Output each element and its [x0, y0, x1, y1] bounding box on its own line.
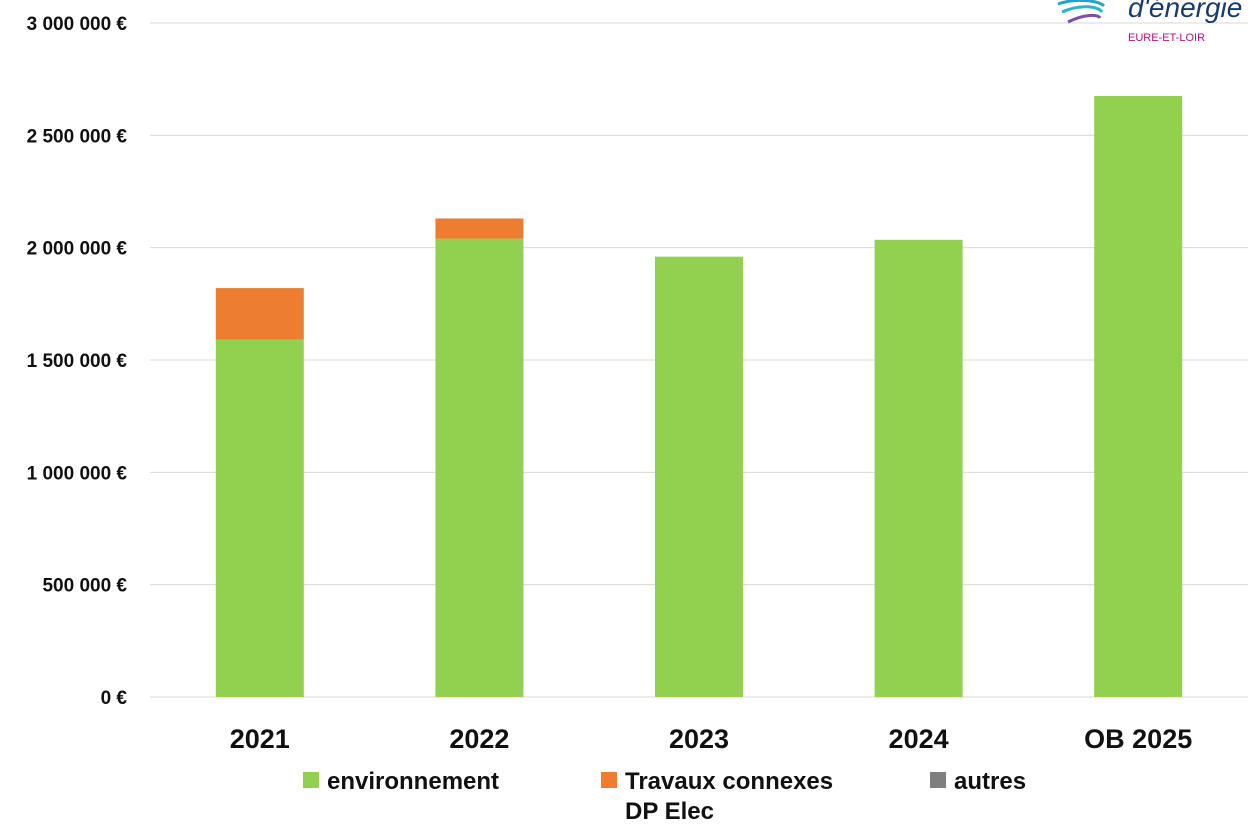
bar-segment-environnement-2024	[874, 239, 963, 697]
y-tick-label: 3 000 000 €	[27, 14, 128, 35]
bar-segment-travaux-connexes-dp-elec-2021	[215, 288, 304, 340]
bar-segment-travaux-connexes-dp-elec-2022	[435, 218, 524, 239]
legend-label-1: environnement	[327, 768, 499, 795]
logo-swoosh-icon	[1057, 0, 1106, 24]
legend-swatch-2	[601, 772, 617, 788]
x-category-label: 2022	[449, 724, 509, 754]
legend-swatch-3	[930, 772, 946, 788]
brand-text: d'énergie	[1128, 0, 1242, 23]
y-tick-label: 500 000 €	[42, 576, 127, 597]
y-tick-label: 2 000 000 €	[27, 239, 128, 260]
bar-segment-environnement-2023	[655, 256, 743, 697]
y-tick-label: 1 000 000 €	[27, 463, 128, 484]
y-tick-label: 0 €	[101, 688, 128, 709]
bars	[215, 96, 1183, 698]
y-tick-label: 2 500 000 €	[27, 126, 128, 147]
bar-segment-environnement-ob-2025	[1094, 96, 1183, 698]
bar-segment-environnement-2022	[435, 238, 524, 697]
bar-segment-environnement-2021	[215, 339, 304, 697]
legend-label-2: Travaux connexes DP Elec	[625, 768, 833, 825]
y-axis-ticks: 0 € 500 000 € 1 000 000 € 1 500 000 € 2 000 …	[27, 14, 128, 709]
x-category-label: 2021	[230, 724, 290, 754]
x-axis-categories: 2021 2022 2023 2024 OB 2025	[230, 724, 1192, 754]
x-category-label: OB 2025	[1084, 724, 1192, 754]
legend-label-3: autres	[954, 768, 1026, 795]
brand-subtext: EURE-ET-LOIR	[1128, 32, 1205, 44]
brand-logo: d'énergie EURE-ET-LOIR	[1057, 0, 1242, 44]
legend-swatch-1	[303, 772, 319, 788]
legend: environnement Travaux connexes DP Elec autr…	[303, 768, 1026, 825]
x-category-label: 2024	[889, 724, 949, 754]
x-category-label: 2023	[669, 724, 729, 754]
y-tick-label: 1 500 000 €	[27, 351, 128, 372]
